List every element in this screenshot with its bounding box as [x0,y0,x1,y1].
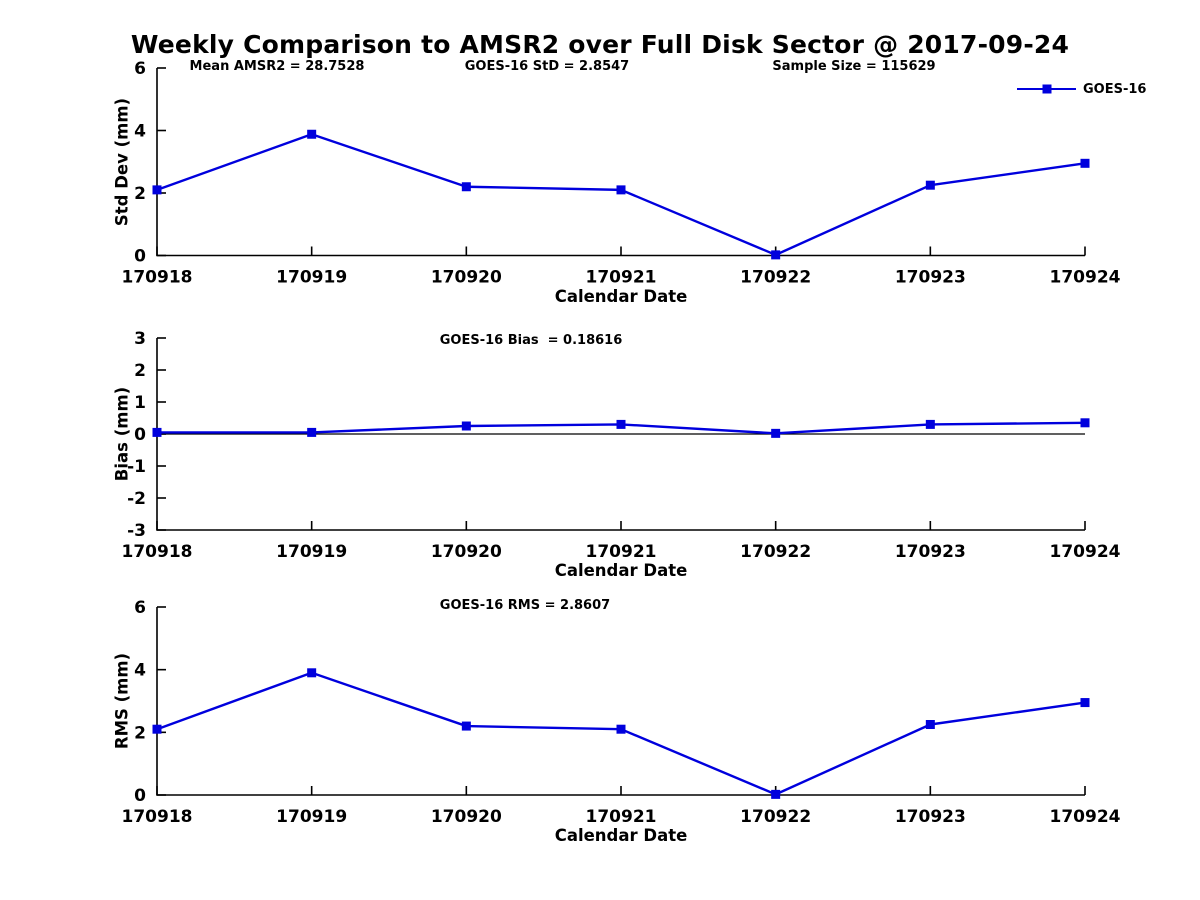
stddev-series-line [155,133,1087,257]
bias-y-tick-label: 2 [134,361,146,381]
stddev-y-tick-label: 0 [134,247,146,267]
rms-marker [307,668,317,678]
bias-x-tick-label: 170918 [122,542,193,562]
annotation-sample-size: Sample Size = 115629 [772,59,936,74]
legend-label: GOES-16 [1083,81,1147,97]
stddev-x-tick-label: 170918 [122,268,193,288]
stddev-marker [152,185,162,195]
bias-y-tick-label: -2 [127,489,146,509]
stddev-marker [925,180,935,190]
stddev-x-tick-label: 170923 [895,268,966,288]
xlabel-bias: Calendar Date [554,561,688,580]
stddev-x-tick-label: 170921 [586,268,657,288]
bias-marker [616,419,626,429]
rms-marker [152,724,162,734]
bias-marker [307,427,317,437]
bias-y-tick-label: -1 [127,457,146,477]
bias-y-tick-label: -3 [127,521,146,541]
xlabel-stddev: Calendar Date [554,287,688,306]
rms-marker [616,724,626,734]
stddev-axes [156,68,1085,257]
rms-axes [156,607,1085,796]
bias-y-tick-label: 1 [134,393,146,413]
stddev-marker [771,250,781,260]
stddev-marker [461,182,471,192]
bias-x-tick-label: 170922 [740,542,811,562]
legend-square-marker-icon [1042,84,1051,94]
bias-marker [461,421,471,431]
rms-x-tick-label: 170924 [1050,807,1121,827]
bias-x-tick-label: 170924 [1050,542,1121,562]
ylabel-stddev: Std Dev (mm) [112,97,132,227]
rms-y-tick-label: 6 [134,598,146,618]
ylabel-rms: RMS (mm) [112,652,132,750]
stddev-y-tick-label: 4 [134,122,146,142]
rms-y-tick-label: 4 [134,661,146,681]
rms-x-tick-label: 170920 [431,807,502,827]
ylabel-bias: Bias (mm) [112,386,132,482]
bias-marker [152,427,162,437]
rms-x-tick-label: 170919 [276,807,347,827]
bias-y-tick-label: 3 [134,329,146,349]
stddev-y-tick-label: 2 [134,184,146,204]
stddev-x-tick-label: 170922 [740,268,811,288]
stddev-x-tick-label: 170919 [276,268,347,288]
rms-y-tick-label: 2 [134,723,146,743]
stddev-marker [307,129,317,139]
bias-x-tick-label: 170920 [431,542,502,562]
rms-x-tick-label: 170918 [122,807,193,827]
rms-y-tick-label: 0 [134,786,146,806]
bias-x-tick-label: 170923 [895,542,966,562]
bias-x-tick-label: 170921 [586,542,657,562]
rms-marker [925,720,935,729]
rms-x-tick-label: 170923 [895,807,966,827]
bias-marker [771,428,781,438]
legend-line-sample [1017,84,1076,94]
annotation-goes16-std: GOES-16 StD = 2.8547 [464,59,630,74]
stddev-y-tick-label: 6 [134,59,146,79]
rms-marker [771,789,781,799]
rms-marker [461,721,471,731]
bias-marker [925,419,935,429]
stddev-marker [616,185,626,195]
annotation-goes16-rms: GOES-16 RMS = 2.8607 [439,598,611,613]
bias-y-tick-label: 0 [134,425,146,445]
rms-x-tick-label: 170922 [740,807,811,827]
annotation-mean-amsr2: Mean AMSR2 = 28.7528 [189,59,365,74]
xlabel-rms: Calendar Date [554,826,688,845]
rms-x-tick-label: 170921 [586,807,657,827]
legend: GOES-16 [1017,81,1146,97]
stddev-x-tick-label: 170924 [1050,268,1121,288]
bias-x-tick-label: 170919 [276,542,347,562]
annotation-goes16-bias: GOES-16 Bias = 0.18616 [439,333,623,348]
page-title: Weekly Comparison to AMSR2 over Full Dis… [130,30,1070,59]
rms-marker [1080,698,1090,708]
stddev-x-tick-label: 170920 [431,268,502,288]
stddev-marker [1080,158,1090,168]
bias-marker [1080,418,1090,428]
